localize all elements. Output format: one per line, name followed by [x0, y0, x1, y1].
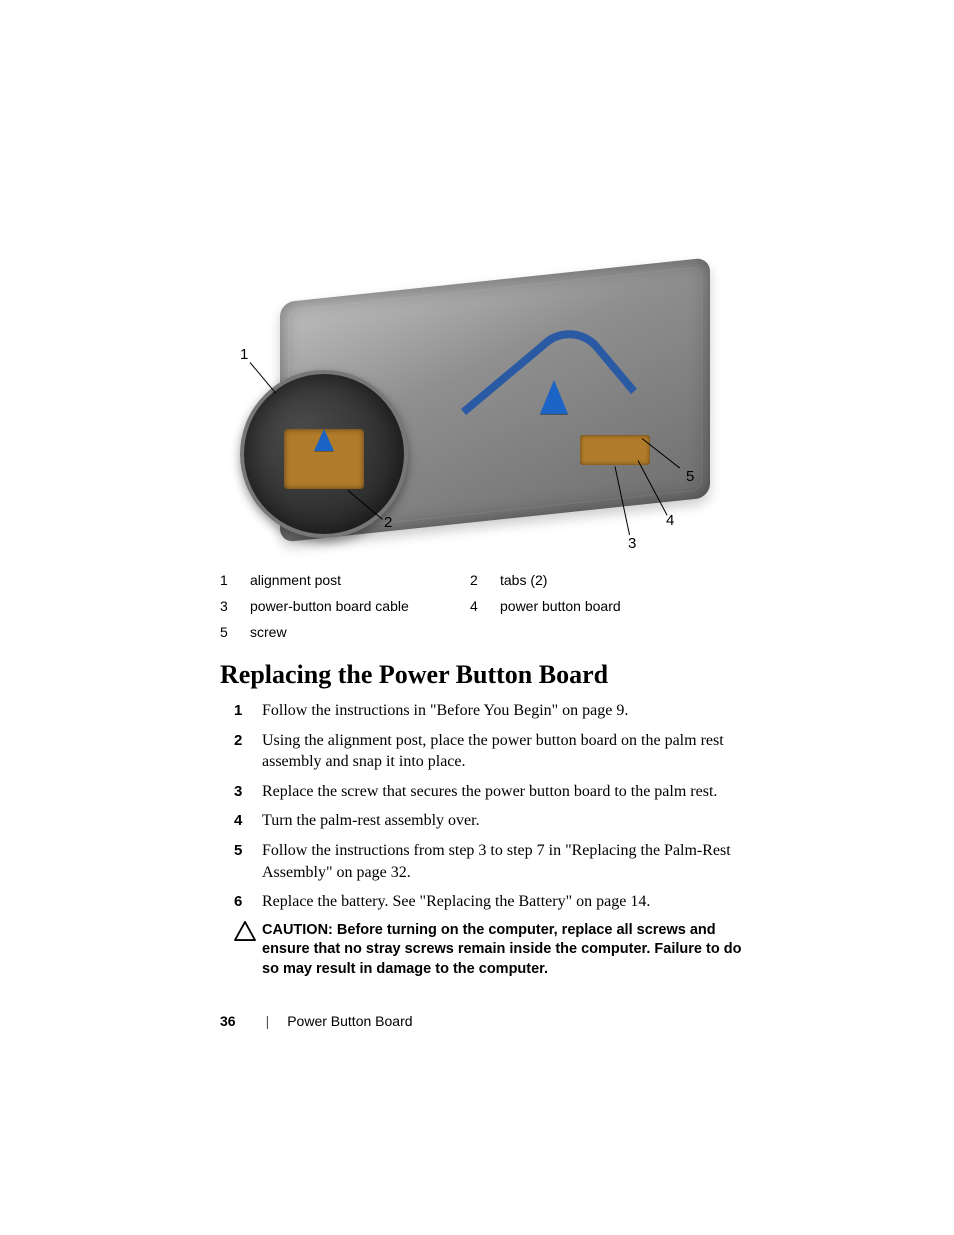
legend-idx: 3 [220, 598, 250, 614]
page-footer: 36 | Power Button Board [220, 1013, 413, 1029]
step-text: Replace the battery. See "Replacing the … [262, 891, 744, 913]
legend-label: alignment post [250, 572, 341, 588]
magnifier-inset [240, 370, 408, 538]
legend-cell: 1 alignment post [220, 572, 470, 588]
figure-legend: 1 alignment post 2 tabs (2) 3 power-butt… [220, 572, 720, 650]
step-text: Using the alignment post, place the powe… [262, 730, 744, 773]
legend-idx: 1 [220, 572, 250, 588]
callout-2: 2 [384, 514, 392, 531]
callout-1: 1 [240, 346, 248, 363]
step-number: 4 [234, 810, 262, 832]
caution-block: CAUTION: Before turning on the computer,… [234, 921, 744, 980]
callout-3: 3 [628, 535, 636, 552]
legend-cell: 2 tabs (2) [470, 572, 720, 588]
step-number: 5 [234, 840, 262, 883]
step-text: Turn the palm-rest assembly over. [262, 810, 744, 832]
legend-row: 5 screw [220, 624, 720, 640]
legend-cell: 4 power button board [470, 598, 720, 614]
callout-1-line [250, 362, 276, 393]
page: 1 2 3 4 5 1 alignment post 2 tabs (2) [0, 0, 954, 1235]
legend-label: power-button board cable [250, 598, 409, 614]
legend-row: 3 power-button board cable 4 power butto… [220, 598, 720, 614]
step: 6 Replace the battery. See "Replacing th… [234, 891, 744, 913]
step-number: 3 [234, 781, 262, 803]
callout-5: 5 [686, 468, 694, 485]
magnifier-arrow-icon [314, 429, 334, 451]
legend-idx: 4 [470, 598, 500, 614]
legend-idx: 2 [470, 572, 500, 588]
legend-cell: 5 screw [220, 624, 500, 640]
step-number: 6 [234, 891, 262, 913]
legend-label: screw [250, 624, 287, 640]
step: 5 Follow the instructions from step 3 to… [234, 840, 744, 883]
legend-label: power button board [500, 598, 621, 614]
caution-label: CAUTION: [262, 922, 337, 938]
step-text: Follow the instructions from step 3 to s… [262, 840, 744, 883]
section-heading: Replacing the Power Button Board [220, 660, 608, 690]
footer-section-title: Power Button Board [287, 1013, 412, 1029]
figure-area: 1 2 3 4 5 [220, 280, 700, 550]
step: 4 Turn the palm-rest assembly over. [234, 810, 744, 832]
step-text: Follow the instructions in "Before You B… [262, 700, 744, 722]
step: 2 Using the alignment post, place the po… [234, 730, 744, 773]
legend-cell: 3 power-button board cable [220, 598, 470, 614]
step: 1 Follow the instructions in "Before You… [234, 700, 744, 722]
procedure-steps: 1 Follow the instructions in "Before You… [234, 700, 744, 979]
legend-label: tabs (2) [500, 572, 547, 588]
power-button-board-illustration [580, 435, 650, 465]
footer-separator: | [266, 1013, 270, 1029]
caution-triangle-icon [234, 921, 262, 980]
legend-idx: 5 [220, 624, 250, 640]
step-number: 1 [234, 700, 262, 722]
step-number: 2 [234, 730, 262, 773]
legend-row: 1 alignment post 2 tabs (2) [220, 572, 720, 588]
caution-text: CAUTION: Before turning on the computer,… [262, 921, 744, 980]
step: 3 Replace the screw that secures the pow… [234, 781, 744, 803]
page-number: 36 [220, 1013, 236, 1029]
step-text: Replace the screw that secures the power… [262, 781, 744, 803]
install-arrow-icon [540, 380, 568, 414]
